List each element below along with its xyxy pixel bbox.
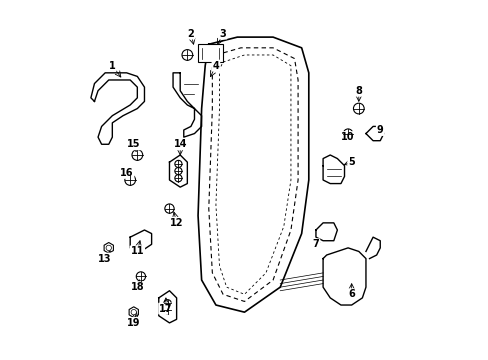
Text: 1: 1: [109, 61, 116, 71]
Text: 16: 16: [120, 168, 133, 178]
Polygon shape: [104, 243, 113, 253]
Text: 3: 3: [219, 28, 226, 39]
Circle shape: [124, 175, 135, 185]
Text: 6: 6: [347, 289, 354, 299]
Circle shape: [164, 204, 174, 213]
Circle shape: [106, 245, 111, 251]
Circle shape: [343, 129, 352, 138]
Circle shape: [164, 307, 171, 314]
Text: 5: 5: [347, 157, 354, 167]
Text: 13: 13: [98, 253, 112, 264]
Text: 17: 17: [159, 303, 172, 314]
Circle shape: [175, 175, 182, 182]
Circle shape: [353, 103, 364, 114]
Circle shape: [131, 310, 136, 315]
Text: 7: 7: [312, 239, 319, 249]
Text: 14: 14: [173, 139, 186, 149]
Bar: [198, 44, 223, 62]
Circle shape: [175, 167, 182, 175]
Text: 11: 11: [130, 247, 144, 256]
Text: 2: 2: [187, 28, 194, 39]
Text: 19: 19: [127, 318, 140, 328]
Circle shape: [136, 272, 145, 281]
Text: 12: 12: [169, 218, 183, 228]
Circle shape: [182, 50, 192, 60]
Text: 10: 10: [341, 132, 354, 142]
Text: 15: 15: [127, 139, 140, 149]
Text: 4: 4: [212, 61, 219, 71]
Polygon shape: [129, 307, 138, 318]
Circle shape: [164, 300, 171, 307]
Circle shape: [175, 160, 182, 167]
Text: 18: 18: [130, 282, 144, 292]
Text: 8: 8: [355, 86, 362, 96]
Circle shape: [132, 150, 142, 160]
Text: 9: 9: [376, 125, 383, 135]
